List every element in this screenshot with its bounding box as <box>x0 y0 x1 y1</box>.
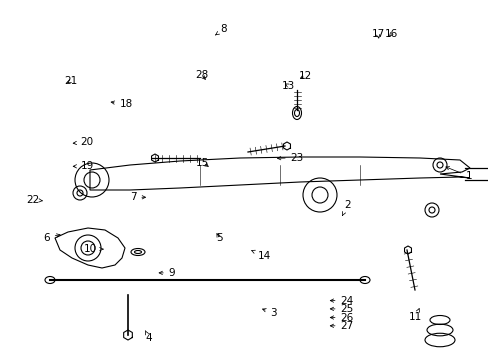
Text: 3: 3 <box>262 308 277 318</box>
Text: 14: 14 <box>251 250 270 261</box>
Text: 12: 12 <box>298 71 312 81</box>
Text: 28: 28 <box>194 70 208 80</box>
Text: 25: 25 <box>329 304 353 314</box>
Text: 15: 15 <box>196 158 209 168</box>
Text: 9: 9 <box>159 268 175 278</box>
Text: 26: 26 <box>329 312 353 323</box>
Text: 11: 11 <box>408 309 422 322</box>
Polygon shape <box>55 228 125 268</box>
Text: 24: 24 <box>329 296 353 306</box>
Text: 7: 7 <box>129 192 145 202</box>
Text: 18: 18 <box>111 99 133 109</box>
Text: 21: 21 <box>64 76 78 86</box>
Text: 13: 13 <box>281 81 295 91</box>
Text: 23: 23 <box>277 153 304 163</box>
Text: 8: 8 <box>215 24 227 35</box>
Text: 6: 6 <box>43 233 60 243</box>
Text: 10: 10 <box>84 244 103 254</box>
Text: 1: 1 <box>445 167 472 181</box>
Text: 2: 2 <box>342 200 350 216</box>
Polygon shape <box>90 157 469 190</box>
Text: 5: 5 <box>215 233 222 243</box>
Text: 22: 22 <box>26 195 42 205</box>
Text: 17: 17 <box>370 29 384 39</box>
Text: 19: 19 <box>73 161 94 171</box>
Text: 20: 20 <box>73 137 93 147</box>
Text: 27: 27 <box>329 321 353 331</box>
Text: 4: 4 <box>145 330 152 343</box>
Text: 16: 16 <box>384 29 397 39</box>
